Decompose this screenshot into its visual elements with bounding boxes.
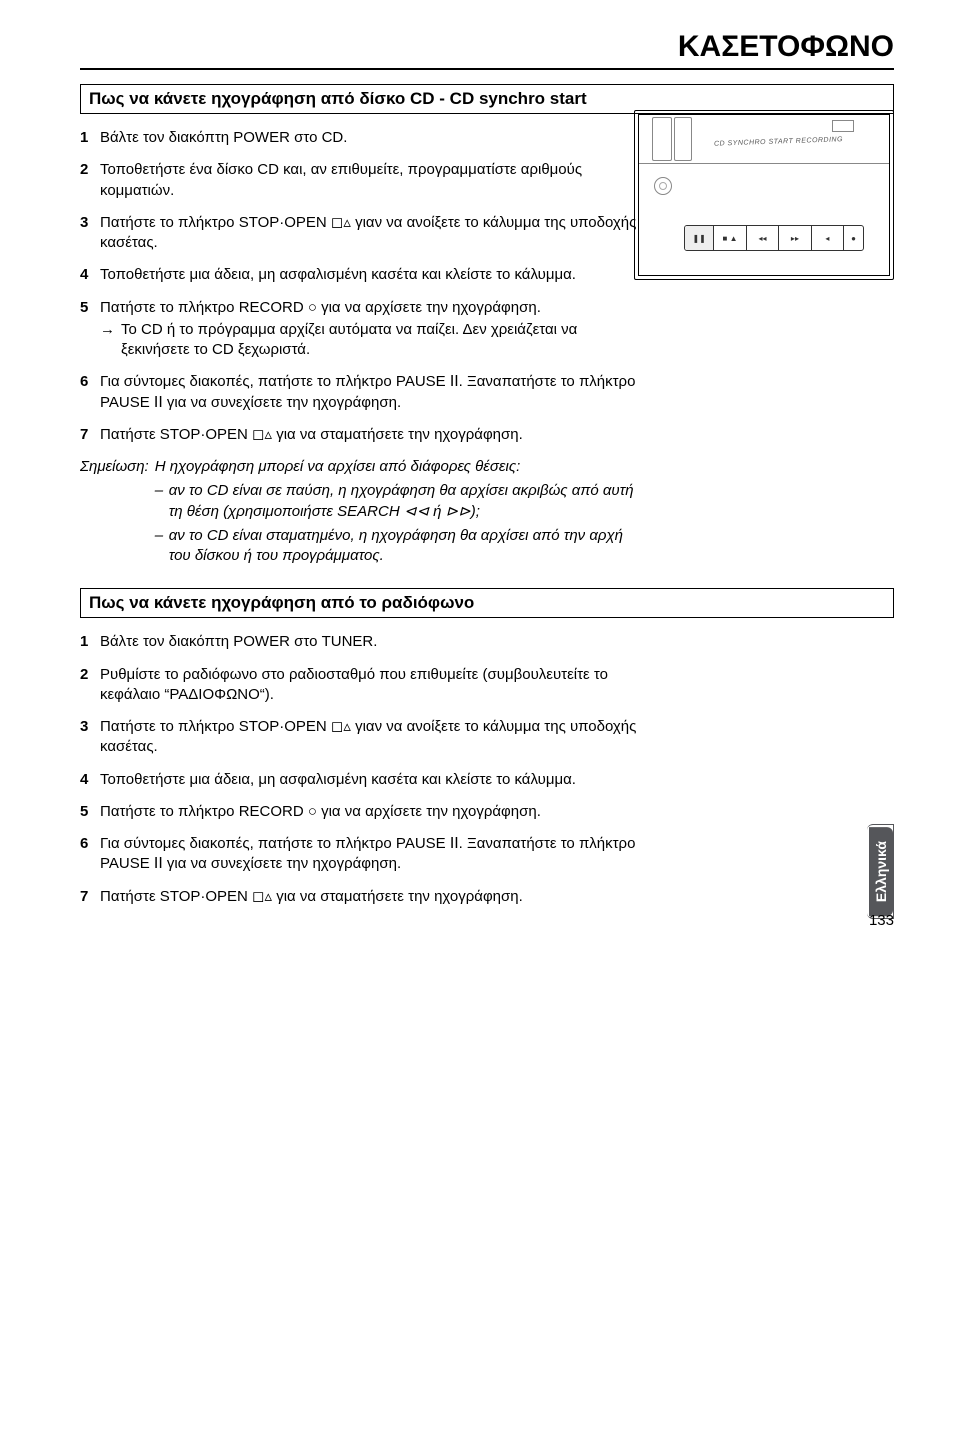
step-subtext: Το CD ή το πρόγραμμα αρχίζει αυτόματα να… [121,320,640,361]
record-button-icon: ● [844,226,863,250]
note-bullet: αν το CD είναι σε παύση, η ηχογράφηση θα… [155,481,640,522]
list-item: Για σύντομες διακοπές, πατήστε το πλήκτρ… [80,372,640,413]
note-label: Σημείωση: [80,457,149,570]
page-title: ΚΑΣΕΤΟΦΩΝΟ [80,30,894,64]
pause-button-icon: ❚❚ [685,226,714,250]
section2-heading: Πως να κάνετε ηχογράφηση από το ραδιόφων… [80,588,894,618]
section1-steps: Βάλτε τον διακόπτη POWER στο CD. Τοποθετ… [80,128,640,445]
step-text: Πατήστε το πλήκτρο RECORD ○ για να αρχίσ… [100,299,541,316]
note-intro: Η ηχογράφηση μπορεί να αρχίσει από διάφο… [155,458,521,475]
list-item: Ρυθμίστε το ραδιόφωνο στο ραδιοσταθμό πο… [80,665,640,706]
note-block: Σημείωση: Η ηχογράφηση μπορεί να αρχίσει… [80,457,640,570]
language-tab: Eλληνικά [867,824,894,919]
section2-steps: Βάλτε τον διακόπτη POWER στο TUNER. Ρυθμ… [80,632,640,907]
step-text: Ρυθμίστε το ραδιόφωνο στο ραδιοσταθμό πο… [100,666,608,703]
step-text: Πατήστε STOP·OPEN ◻▵ για να σταματήσετε … [100,426,523,443]
list-item: Πατήστε το πλήκτρο RECORD ○ για να αρχίσ… [80,298,640,361]
step-text: Τοποθετήστε μια άδεια, μη ασφαλισμένη κα… [100,771,576,788]
list-item: Πατήστε το πλήκτρο RECORD ○ για να αρχίσ… [80,802,640,822]
list-item: Βάλτε τον διακόπτη POWER στο TUNER. [80,632,640,652]
rewind-button-icon: ◂◂ [747,226,779,250]
sync-label: CD SYNCHRO START RECORDING [714,135,869,147]
note-bullet: αν το CD είναι σταματημένο, η ηχογράφηση… [155,526,640,567]
step-text: Για σύντομες διακοπές, πατήστε το πλήκτρ… [100,373,635,410]
list-item: Τοποθετήστε μια άδεια, μη ασφαλισμένη κα… [80,265,640,285]
list-item: Τοποθετήστε ένα δίσκο CD και, αν επιθυμε… [80,160,640,201]
ffwd-button-icon: ▸▸ [779,226,811,250]
arrow-icon: → [100,320,115,361]
step-text: Πατήστε το πλήκτρο STOP·OPEN ◻▵ γιαν να … [100,214,636,251]
headphone-knob-icon [654,177,672,195]
list-item: Πατήστε το πλήκτρο STOP·OPEN ◻▵ γιαν να … [80,213,640,254]
step-text: Τοποθετήστε μια άδεια, μη ασφαλισμένη κα… [100,266,576,283]
note-bullet-text: αν το CD είναι σταματημένο, η ηχογράφηση… [169,527,623,564]
list-item: Πατήστε το πλήκτρο STOP·OPEN ◻▵ γιαν να … [80,717,640,758]
title-rule [80,68,894,70]
list-item: Πατήστε STOP·OPEN ◻▵ για να σταματήσετε … [80,887,640,907]
play-button-icon: ◂ [812,226,844,250]
step-text: Πατήστε το πλήκτρο STOP·OPEN ◻▵ γιαν να … [100,718,636,755]
tape-buttons: ❚❚ ■ ▲ ◂◂ ▸▸ ◂ ● [684,225,864,251]
device-illustration: CD SYNCHRO START RECORDING ❚❚ ■ ▲ ◂◂ ▸▸ … [634,110,894,280]
step-text: Τοποθετήστε ένα δίσκο CD και, αν επιθυμε… [100,161,582,198]
page-number: 133 [869,912,894,929]
list-item: Για σύντομες διακοπές, πατήστε το πλήκτρ… [80,834,640,875]
step-text: Βάλτε τον διακόπτη POWER στο CD. [100,129,347,146]
step-text: Πατήστε το πλήκτρο RECORD ○ για να αρχίσ… [100,803,541,820]
list-item: Τοποθετήστε μια άδεια, μη ασφαλισμένη κα… [80,770,640,790]
step-text: Για σύντομες διακοπές, πατήστε το πλήκτρ… [100,835,635,872]
list-item: Πατήστε STOP·OPEN ◻▵ για να σταματήσετε … [80,425,640,445]
language-tab-label: Eλληνικά [869,827,893,916]
list-item: Βάλτε τον διακόπτη POWER στο CD. [80,128,640,148]
stop-open-button-icon: ■ ▲ [714,226,746,250]
step-text: Βάλτε τον διακόπτη POWER στο TUNER. [100,633,377,650]
note-bullet-text: αν το CD είναι σε παύση, η ηχογράφηση θα… [169,482,634,519]
step-text: Πατήστε STOP·OPEN ◻▵ για να σταματήσετε … [100,888,523,905]
